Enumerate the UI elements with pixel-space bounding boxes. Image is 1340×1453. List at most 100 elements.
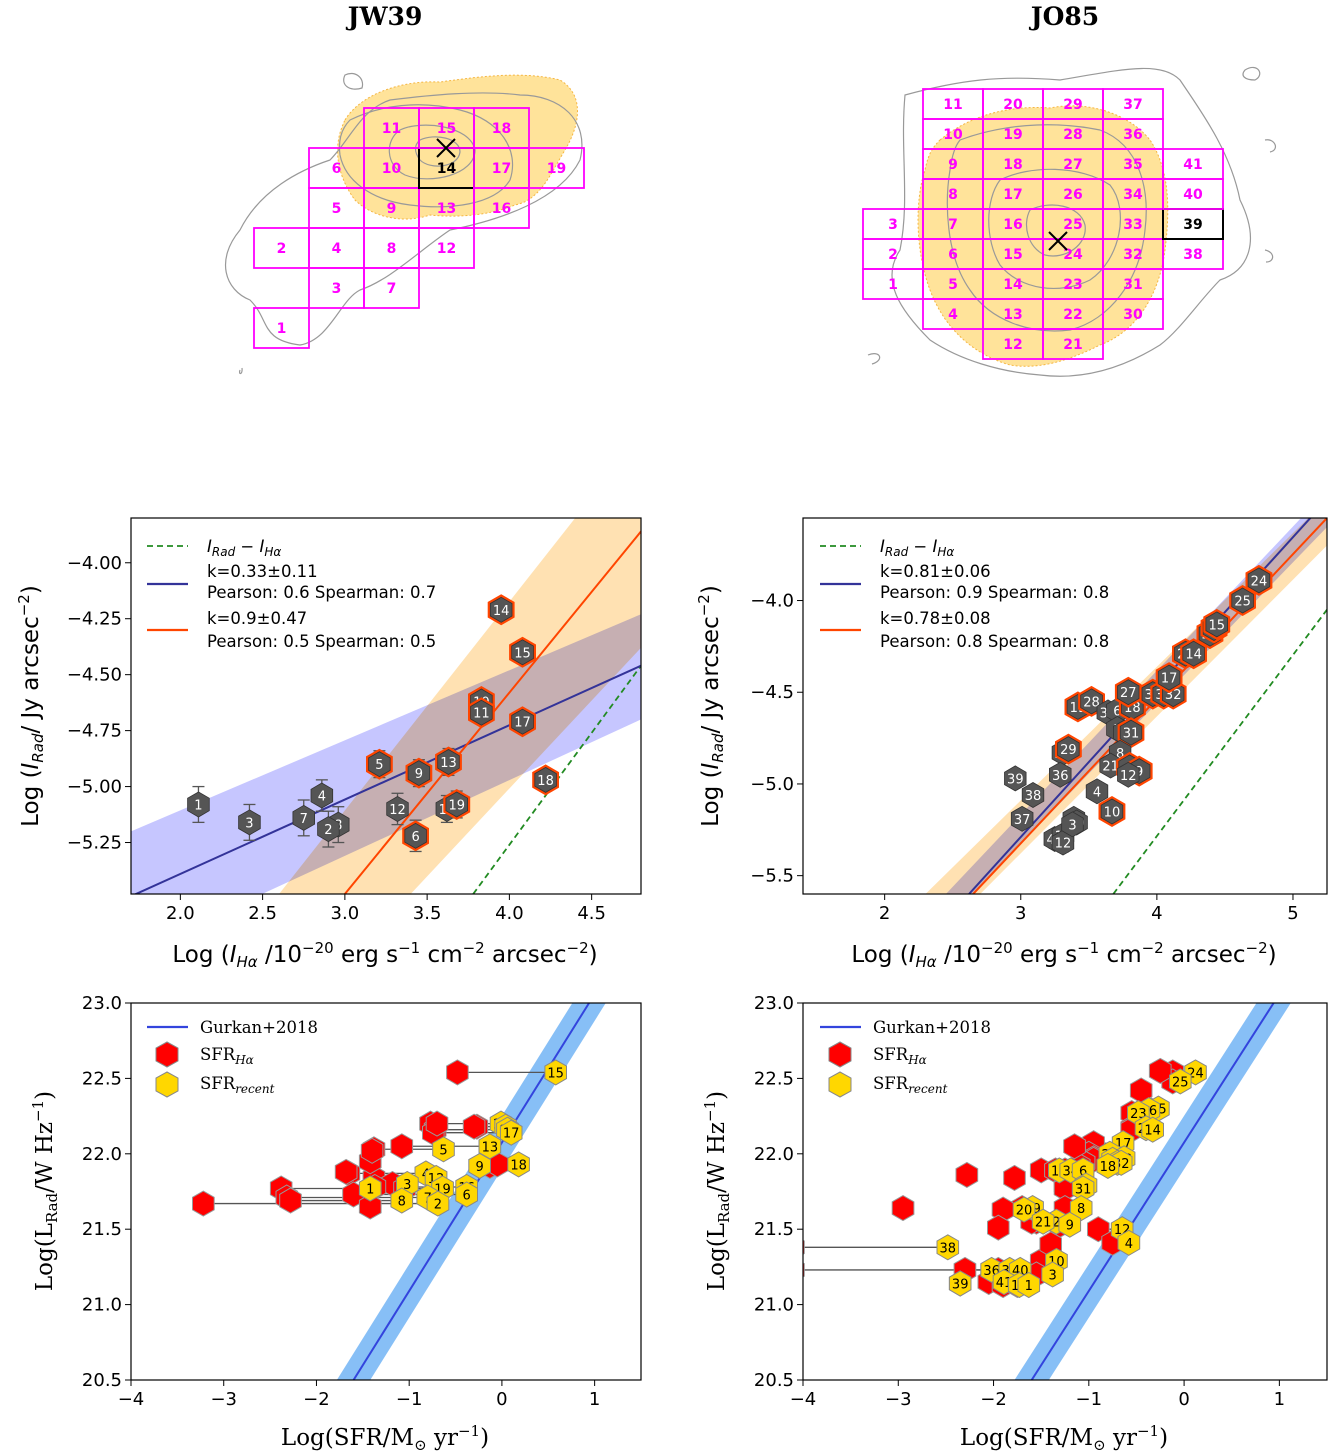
sfr-recent-point-6 xyxy=(455,1181,478,1208)
sfr-ha-point-extra xyxy=(358,1193,382,1220)
grid-cell-19 xyxy=(528,147,585,189)
jo85-bot-legend: Gurkan+2018 SFRHα SFRrecent xyxy=(820,1018,991,1098)
grid-cell-label-32: 32 xyxy=(1123,247,1142,263)
sfr-recent-point-1 xyxy=(358,1175,382,1202)
y-tick-label: 21.5 xyxy=(754,1219,794,1240)
grid-cell-label-22: 22 xyxy=(1063,307,1082,323)
grid-cell-label-20: 20 xyxy=(1003,97,1023,113)
radio-contour xyxy=(1264,139,1277,263)
sfr-recent-label-1: 1 xyxy=(1025,1279,1033,1294)
legend-sfr-ha-label: SFRHα xyxy=(873,1045,927,1067)
x-tick-label: 1 xyxy=(1274,1389,1285,1410)
sfr-recent-label-9: 9 xyxy=(476,1160,484,1175)
plot-area: 15101411175139184123191617682 xyxy=(192,1003,606,1380)
sfr-recent-label-5: 5 xyxy=(439,1143,447,1158)
grid-cell-label-9: 9 xyxy=(387,201,397,217)
point-label-6: 6 xyxy=(411,830,419,845)
point-label-13: 13 xyxy=(440,756,457,771)
grid-cell-label-18: 18 xyxy=(492,121,511,137)
point-label-39: 39 xyxy=(1007,772,1024,787)
point-label-12: 12 xyxy=(1055,837,1072,852)
radio-contour xyxy=(238,367,243,375)
sfr-recent-label-8: 8 xyxy=(398,1195,406,1210)
point-9 xyxy=(407,760,431,787)
point-15 xyxy=(1205,611,1228,638)
grid-cell-label-30: 30 xyxy=(1123,307,1143,323)
sfr-ha-point-2 xyxy=(192,1190,215,1217)
grid-cell-label-26: 26 xyxy=(1063,187,1082,203)
grid-cell-label-19: 19 xyxy=(547,161,566,177)
point-17 xyxy=(511,708,534,735)
sfr-recent-label-20: 20 xyxy=(1016,1204,1033,1219)
point-12 xyxy=(386,796,409,822)
point-label-21: 21 xyxy=(1102,760,1119,775)
y-tick-label: −4.00 xyxy=(67,553,122,574)
jw39-mid-ylabel: Log (IRad/ Jy arcsec−2) xyxy=(15,585,47,827)
grid-cell-label-16: 16 xyxy=(1003,217,1022,233)
x-tick-label: −2 xyxy=(303,1389,330,1410)
y-tick-label: −4.0 xyxy=(750,591,794,612)
sfr-ha-point-extra xyxy=(334,1158,358,1185)
sfr-ha-point-extra xyxy=(360,1137,384,1164)
sfr-recent-point-20 xyxy=(1012,1196,1036,1223)
grid-cell-label-12: 12 xyxy=(437,241,456,257)
sfr-recent-point-17 xyxy=(499,1119,523,1146)
sfr-recent-label-18: 18 xyxy=(1100,1160,1117,1175)
sfr-recent-label-14: 14 xyxy=(1144,1124,1161,1139)
sfr-recent-point-18 xyxy=(507,1151,530,1178)
x-tick-label: 4 xyxy=(1151,903,1162,924)
sfr-recent-point-3 xyxy=(1041,1261,1064,1288)
sfr-recent-point-4 xyxy=(1117,1229,1141,1256)
y-tick-label: 20.5 xyxy=(754,1370,794,1391)
sfr-recent-label-38: 38 xyxy=(940,1241,957,1256)
y-tick-label: 22.0 xyxy=(82,1144,122,1165)
jw39-radio-ha-plot: 2.0 2.5 3.0 3.5 4.0 4.5 −4.00 −4.25 −4.50 −4.75 −5… xyxy=(67,517,642,924)
y-tick-label: −5.00 xyxy=(67,777,122,798)
x-tick-label: 3.5 xyxy=(413,903,442,924)
point-4 xyxy=(310,782,334,809)
jw39-mid-xlabel: Log (IHα /10−20 erg s−1 cm−2 arcsec−2) xyxy=(172,939,597,971)
y-tick-label: 21.0 xyxy=(82,1295,122,1316)
point-19 xyxy=(445,791,469,818)
jo85-mid-ylabel: Log (IRad/ Jy arcsec−2) xyxy=(695,585,727,827)
grid-cell-41 xyxy=(1162,148,1224,180)
sfr-recent-label-6: 6 xyxy=(463,1189,471,1204)
legend-blue-k: k=0.33±0.11 xyxy=(207,562,318,581)
grid-cell-label-12: 12 xyxy=(1003,337,1022,353)
grid-cell-label-34: 34 xyxy=(1123,187,1143,203)
point-label-27: 27 xyxy=(1120,686,1137,701)
point-label-5: 5 xyxy=(375,758,383,773)
point-37 xyxy=(1010,805,1034,832)
point-label-15: 15 xyxy=(1208,618,1225,633)
y-tick-label: 22.0 xyxy=(754,1144,794,1165)
point-label-17: 17 xyxy=(514,716,531,731)
sfr-recent-point-39 xyxy=(948,1270,972,1297)
grid-cell-label-10: 10 xyxy=(382,161,402,177)
grid-cell-label-14: 14 xyxy=(1003,277,1023,293)
sfr-ha-point-8 xyxy=(279,1187,302,1214)
sfr-ha-point-15 xyxy=(446,1059,469,1086)
sfr-recent-label-18: 18 xyxy=(510,1158,527,1173)
x-tick-label: −3 xyxy=(885,1389,912,1410)
grid-cell-label-40: 40 xyxy=(1183,187,1203,203)
radio-contour xyxy=(343,72,364,90)
sfr-recent-point-25 xyxy=(1169,1068,1192,1095)
grid-cell-label-31: 31 xyxy=(1123,277,1142,293)
grid-cell-label-8: 8 xyxy=(948,187,958,203)
point-3 xyxy=(238,809,261,836)
legend-relation-label: IRad − IHα xyxy=(207,537,281,559)
legend-sfr-recent-label: SFRrecent xyxy=(873,1074,948,1096)
legend-orange-k: k=0.9±0.47 xyxy=(207,609,307,628)
point-label-36: 36 xyxy=(1052,769,1069,784)
point-13 xyxy=(437,749,460,775)
point-label-14: 14 xyxy=(1185,648,1202,663)
x-tick-label: 0 xyxy=(1178,1389,1189,1410)
y-tick-label: 23.0 xyxy=(82,993,122,1014)
sfr-ha-point-extra xyxy=(425,1110,449,1137)
point-27 xyxy=(1117,679,1140,706)
point-label-3: 3 xyxy=(245,816,253,831)
point-label-18: 18 xyxy=(537,774,554,789)
point-label-31: 31 xyxy=(1123,727,1140,742)
plot-area: 2425151623261417273335283218193465312920… xyxy=(803,1003,1291,1380)
sfr-recent-point-18 xyxy=(1096,1152,1120,1179)
